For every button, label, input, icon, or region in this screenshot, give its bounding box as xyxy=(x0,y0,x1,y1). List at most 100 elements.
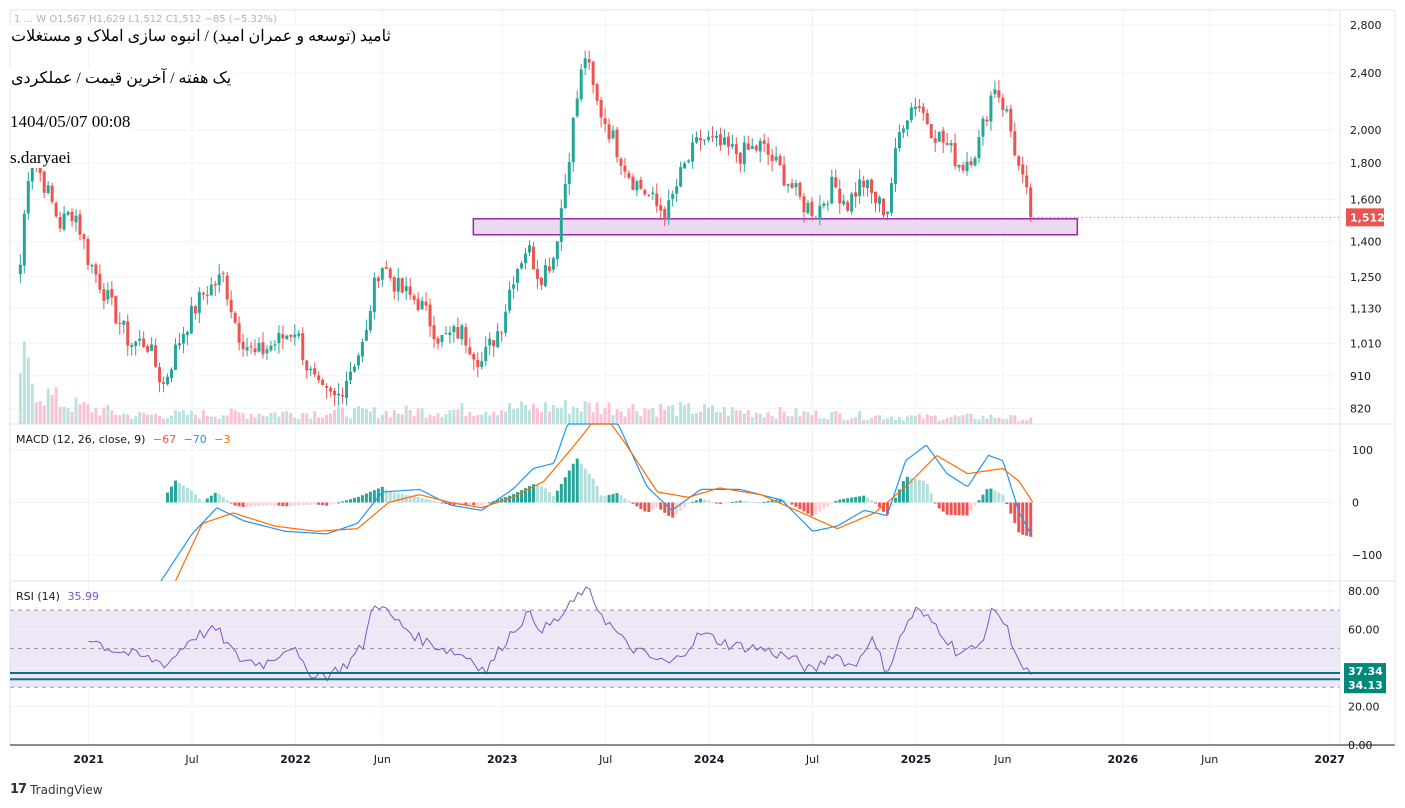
macd-hist-bar xyxy=(313,502,317,505)
candle-body xyxy=(559,208,563,242)
candle-body xyxy=(913,106,917,109)
candle-body xyxy=(786,184,790,187)
volume-bar xyxy=(703,404,707,424)
rsi-line xyxy=(88,586,1032,682)
macd-hist-bar xyxy=(889,502,893,507)
macd-hist-bar xyxy=(734,501,738,503)
time-tick-label: Jul xyxy=(184,753,198,766)
candle-body xyxy=(762,140,766,144)
macd-hist-bar xyxy=(603,495,607,503)
candle-body xyxy=(352,366,356,372)
volume-bar xyxy=(559,407,563,424)
macd-hist-bar xyxy=(253,502,257,507)
volume-bar xyxy=(587,402,591,424)
candle-body xyxy=(150,344,154,351)
volume-bar xyxy=(1029,417,1033,424)
candle-body xyxy=(901,128,905,133)
volume-bar xyxy=(635,411,639,424)
tradingview-logo[interactable]: 17 TradingView xyxy=(10,782,103,797)
macd-hist-bar xyxy=(706,500,710,503)
candle-body xyxy=(639,179,643,189)
volume-bar xyxy=(571,406,575,424)
volume-bar xyxy=(722,406,726,424)
volume-bar xyxy=(643,408,647,424)
candle-body xyxy=(663,209,667,219)
volume-bar xyxy=(691,414,695,424)
macd-hist-bar xyxy=(229,502,233,504)
macd-hist-bar xyxy=(293,502,297,506)
macd-hist-bar xyxy=(185,487,189,503)
volume-bar xyxy=(774,418,778,424)
rsi-legend[interactable]: RSI (14) 35.99 xyxy=(16,590,99,603)
macd-hist-bar xyxy=(627,501,631,503)
candle-body xyxy=(547,266,551,271)
candle-body xyxy=(134,341,138,347)
volume-bar xyxy=(623,416,627,424)
volume-bar xyxy=(1017,421,1021,424)
volume-bar xyxy=(285,411,289,424)
volume-bar xyxy=(364,409,368,424)
volume-bar xyxy=(492,411,496,424)
candle-body xyxy=(671,193,675,199)
macd-hist-bar xyxy=(516,492,520,503)
candle-body xyxy=(416,298,420,311)
macd-hist-bar xyxy=(225,500,229,503)
volume-bar xyxy=(539,411,543,424)
volume-bar xyxy=(726,415,730,424)
candle-body xyxy=(245,347,249,351)
macd-hist-bar xyxy=(261,502,265,506)
candle-body xyxy=(78,214,82,235)
candle-body xyxy=(1001,97,1005,110)
macd-hist-bar xyxy=(1009,502,1013,514)
candle-body xyxy=(504,311,508,333)
candle-body xyxy=(297,333,301,336)
volume-bar xyxy=(846,419,850,424)
time-tick-label: Jun xyxy=(1200,753,1218,766)
macd-hist-bar xyxy=(639,502,643,509)
macd-hist-bar xyxy=(846,498,850,503)
candle-body xyxy=(98,273,102,290)
macd-hist-bar xyxy=(933,502,937,504)
candle-body xyxy=(726,136,730,147)
candle-body xyxy=(551,258,555,270)
candle-body xyxy=(341,394,345,397)
macd-hist-bar xyxy=(1005,502,1009,505)
macd-legend[interactable]: MACD (12, 26, close, 9) −67 −70 −3 xyxy=(16,433,231,446)
volume-bar xyxy=(185,414,189,424)
rsi-hline-label: 37.34 xyxy=(1348,665,1383,678)
chart-subtitle: یک هفته / آخرین قیمت / عملکردی xyxy=(8,68,235,88)
macd-hist-bar xyxy=(205,498,209,503)
candle-body xyxy=(130,344,134,347)
candle-body xyxy=(953,143,957,167)
volume-bar xyxy=(599,414,603,424)
macd-hist-bar xyxy=(917,479,921,503)
macd-hist-bar xyxy=(997,492,1001,503)
macd-signal-line xyxy=(174,423,1034,582)
chart-title: ثامید (توسعه و عمران امید) / انبوه سازی … xyxy=(8,26,394,46)
candle-body xyxy=(706,136,710,140)
candle-body xyxy=(535,269,539,279)
volume-bar xyxy=(818,418,822,424)
candle-body xyxy=(317,375,321,381)
volume-bar xyxy=(981,415,985,424)
volume-bar xyxy=(329,413,333,424)
candle-body xyxy=(309,368,313,371)
candle-body xyxy=(603,118,607,124)
macd-hist-bar xyxy=(659,502,663,510)
macd-hist-bar xyxy=(396,493,400,503)
macd-hist-bar xyxy=(909,477,913,503)
rsi-hline-tag xyxy=(1344,663,1386,680)
macd-hist-bar xyxy=(583,468,587,503)
candle-body xyxy=(412,295,416,300)
volume-bar xyxy=(683,405,687,424)
macd-hist-bar xyxy=(352,498,356,503)
time-tick-label: 2023 xyxy=(487,753,518,766)
macd-hist-bar xyxy=(691,501,695,503)
candle-body xyxy=(114,295,118,324)
volume-bar xyxy=(305,413,309,424)
macd-hist-bar xyxy=(893,497,897,503)
macd-hist-bar xyxy=(742,501,746,503)
candle-body xyxy=(225,275,229,300)
candle-body xyxy=(826,203,830,205)
